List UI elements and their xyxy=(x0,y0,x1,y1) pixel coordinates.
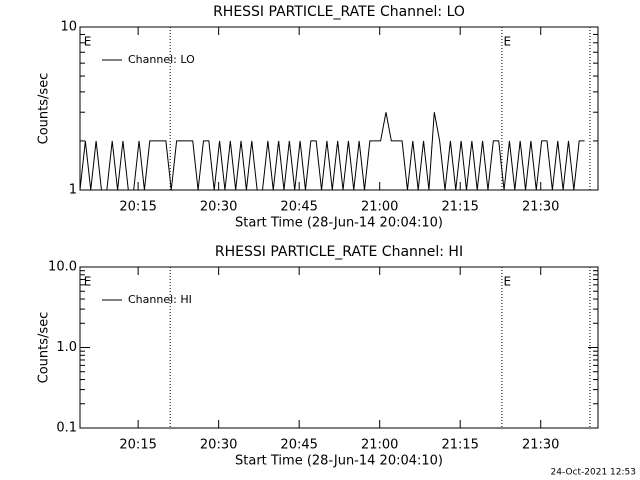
x-tick-label: 21:15 xyxy=(441,200,478,215)
y-tick-label: 0.1 xyxy=(56,421,77,436)
x-tick-label: 21:15 xyxy=(441,438,478,453)
annotation: E xyxy=(84,275,92,289)
x-tick-label: 20:15 xyxy=(119,438,156,453)
legend-label: Channel: HI xyxy=(128,293,192,306)
y-tick-label: 10.0 xyxy=(48,260,77,275)
annotation: E xyxy=(504,35,512,49)
legend-label: Channel: LO xyxy=(128,53,195,66)
x-axis-label: Start Time (28-Jun-14 20:04:10) xyxy=(235,216,443,231)
x-tick-label: 21:00 xyxy=(361,200,398,215)
y-tick-label: 10 xyxy=(60,20,77,35)
y-tick-label: 1 xyxy=(69,183,77,198)
chart-title: RHESSI PARTICLE_RATE Channel: LO xyxy=(213,4,465,20)
timestamp: 24-Oct-2021 12:53 xyxy=(551,468,636,478)
data-line xyxy=(79,112,585,191)
y-axis-label: Counts/sec xyxy=(37,73,52,145)
y-tick-label: 1.0 xyxy=(56,340,77,355)
x-tick-label: 20:45 xyxy=(280,200,317,215)
x-tick-label: 20:30 xyxy=(200,438,237,453)
plot-frame xyxy=(79,26,599,191)
x-tick-label: 20:45 xyxy=(280,438,317,453)
annotation: E xyxy=(504,275,512,289)
x-tick-label: 21:30 xyxy=(522,438,559,453)
x-tick-label: 21:00 xyxy=(361,438,398,453)
annotation: E xyxy=(84,35,92,49)
x-tick-label: 20:30 xyxy=(200,200,237,215)
y-axis-label: Counts/sec xyxy=(37,312,52,384)
x-tick-label: 20:15 xyxy=(119,200,156,215)
x-axis-label: Start Time (28-Jun-14 20:04:10) xyxy=(235,454,443,469)
x-tick-label: 21:30 xyxy=(522,200,559,215)
chart-title: RHESSI PARTICLE_RATE Channel: HI xyxy=(215,244,463,260)
